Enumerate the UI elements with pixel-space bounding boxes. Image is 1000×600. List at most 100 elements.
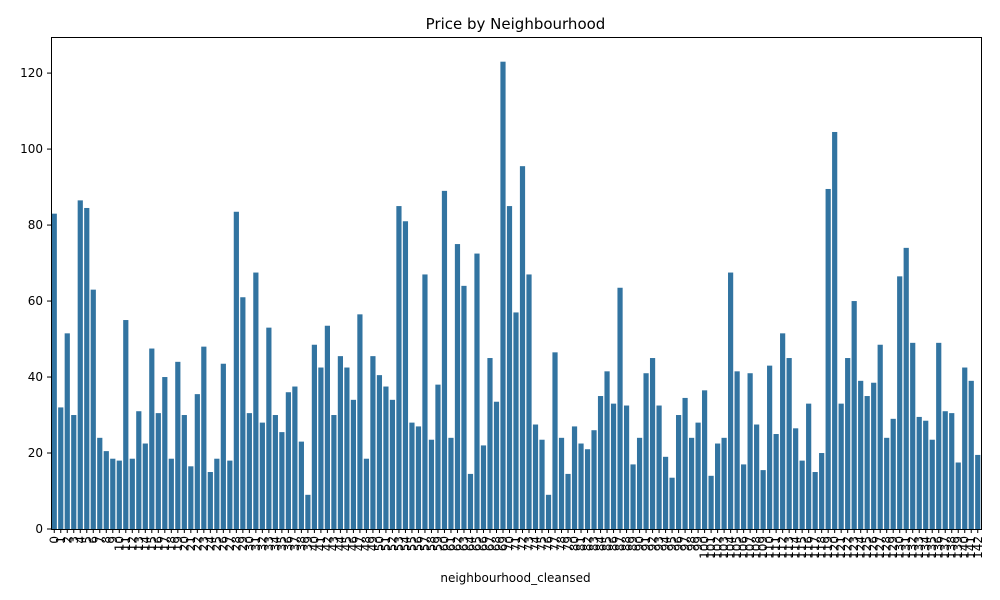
bar-67 [487, 358, 493, 529]
x-tick-label: 94 [659, 536, 673, 551]
x-tick-label: 124 [854, 536, 868, 559]
x-tick-label: 76 [542, 536, 556, 551]
bar-26 [220, 363, 226, 529]
bar-130 [897, 276, 903, 529]
x-tick-label: 81 [574, 536, 588, 551]
bar-11 [123, 320, 129, 529]
x-tick-label: 125 [860, 536, 874, 559]
x-tick-label: 120 [828, 536, 842, 559]
x-tick-label: 106 [737, 536, 751, 559]
x-tick-label: 55 [405, 536, 419, 551]
x-tick-label: 46 [346, 536, 360, 551]
x-tick-label: 50 [372, 536, 386, 551]
x-tick-label: 72 [516, 536, 530, 551]
y-tick-label: 0 [35, 522, 43, 536]
y-axis: 0 20 40 60 80 100 120 [20, 66, 51, 536]
bar-7 [97, 437, 103, 529]
x-tick-label: 97 [678, 536, 692, 551]
x-tick-label: 89 [626, 536, 640, 551]
bar-79 [565, 473, 571, 529]
x-tick-label: 10 [112, 536, 126, 551]
bar-97 [682, 397, 688, 529]
bar-0 [51, 213, 57, 529]
x-tick-label: 68 [489, 536, 503, 551]
x-tick-label: 57 [418, 536, 432, 551]
bar-113 [786, 358, 792, 529]
y-tick-label: 80 [28, 218, 43, 232]
x-tick-label: 15 [145, 536, 159, 551]
x-tick-label: 29 [236, 536, 250, 551]
x-tick-label: 88 [620, 536, 634, 551]
bar-71 [513, 312, 519, 529]
y-tick-label: 40 [28, 370, 43, 384]
x-tick-label: 133 [912, 536, 926, 559]
bar-35 [279, 432, 285, 529]
bar-43 [331, 415, 337, 529]
bar-33 [266, 327, 272, 529]
x-tick-label: 33 [262, 536, 276, 551]
x-tick-label: 99 [691, 536, 705, 551]
bar-78 [558, 437, 565, 529]
bar-114 [793, 428, 799, 529]
bar-139 [955, 462, 961, 529]
plot-frame [51, 37, 982, 530]
bar-77 [552, 352, 558, 529]
bar-85 [604, 371, 610, 529]
bar-31 [253, 272, 259, 529]
bar-4 [77, 200, 83, 529]
bar-12 [129, 458, 135, 529]
bar-107 [747, 373, 753, 529]
bar-16 [155, 413, 161, 529]
bar-132 [910, 342, 916, 529]
bar-83 [591, 430, 597, 529]
x-tick-label: 16 [151, 536, 165, 551]
x-tick-label: 73 [522, 536, 536, 551]
x-tick-label: 102 [711, 536, 725, 559]
x-tick-label: 134 [919, 536, 933, 559]
bar-60 [441, 190, 448, 529]
bar-123 [851, 301, 857, 529]
x-tick-label: 51 [379, 536, 393, 551]
x-tick-label: 122 [841, 536, 855, 559]
bar-127 [877, 344, 883, 529]
x-tick-label: 3 [67, 536, 81, 544]
bar-21 [188, 466, 194, 529]
x-tick-label: 139 [951, 536, 965, 559]
bar-3 [71, 415, 77, 529]
x-tick-label: 40 [307, 536, 321, 551]
x-tick-label: 18 [164, 536, 178, 551]
bar-110 [767, 365, 773, 529]
bar-6 [90, 289, 96, 529]
x-tick-label: 84 [594, 536, 608, 551]
x-tick-label: 129 [886, 536, 900, 559]
x-tick-label: 138 [945, 536, 959, 559]
bar-52 [389, 399, 396, 529]
bar-106 [741, 464, 747, 529]
bar-34 [272, 415, 278, 529]
bar-39 [305, 494, 311, 529]
bar-47 [357, 314, 363, 529]
bar-1 [58, 407, 64, 529]
x-tick-label: 6 [86, 536, 100, 544]
y-tick-label: 120 [20, 66, 43, 80]
bar-56 [415, 426, 422, 529]
x-tick-label: 31 [249, 536, 263, 551]
bar-46 [350, 399, 357, 529]
bar-121 [838, 403, 844, 529]
bar-61 [448, 437, 454, 529]
bar-140 [962, 367, 968, 529]
x-tick-label: 35 [275, 536, 289, 551]
x-tick-label: 131 [899, 536, 913, 559]
bar-25 [214, 458, 220, 529]
bar-15 [149, 348, 155, 529]
x-tick-label: 90 [633, 536, 647, 551]
x-tick-label: 75 [535, 536, 549, 551]
bar-68 [493, 401, 500, 529]
x-tick-label: 80 [568, 536, 582, 551]
x-tick-label: 118 [815, 536, 829, 559]
x-tick-label: 82 [581, 536, 595, 551]
x-tick-label: 91 [639, 536, 653, 551]
bar-131 [903, 247, 909, 530]
x-tick-label: 127 [873, 536, 887, 559]
x-tick-label: 137 [938, 536, 952, 559]
